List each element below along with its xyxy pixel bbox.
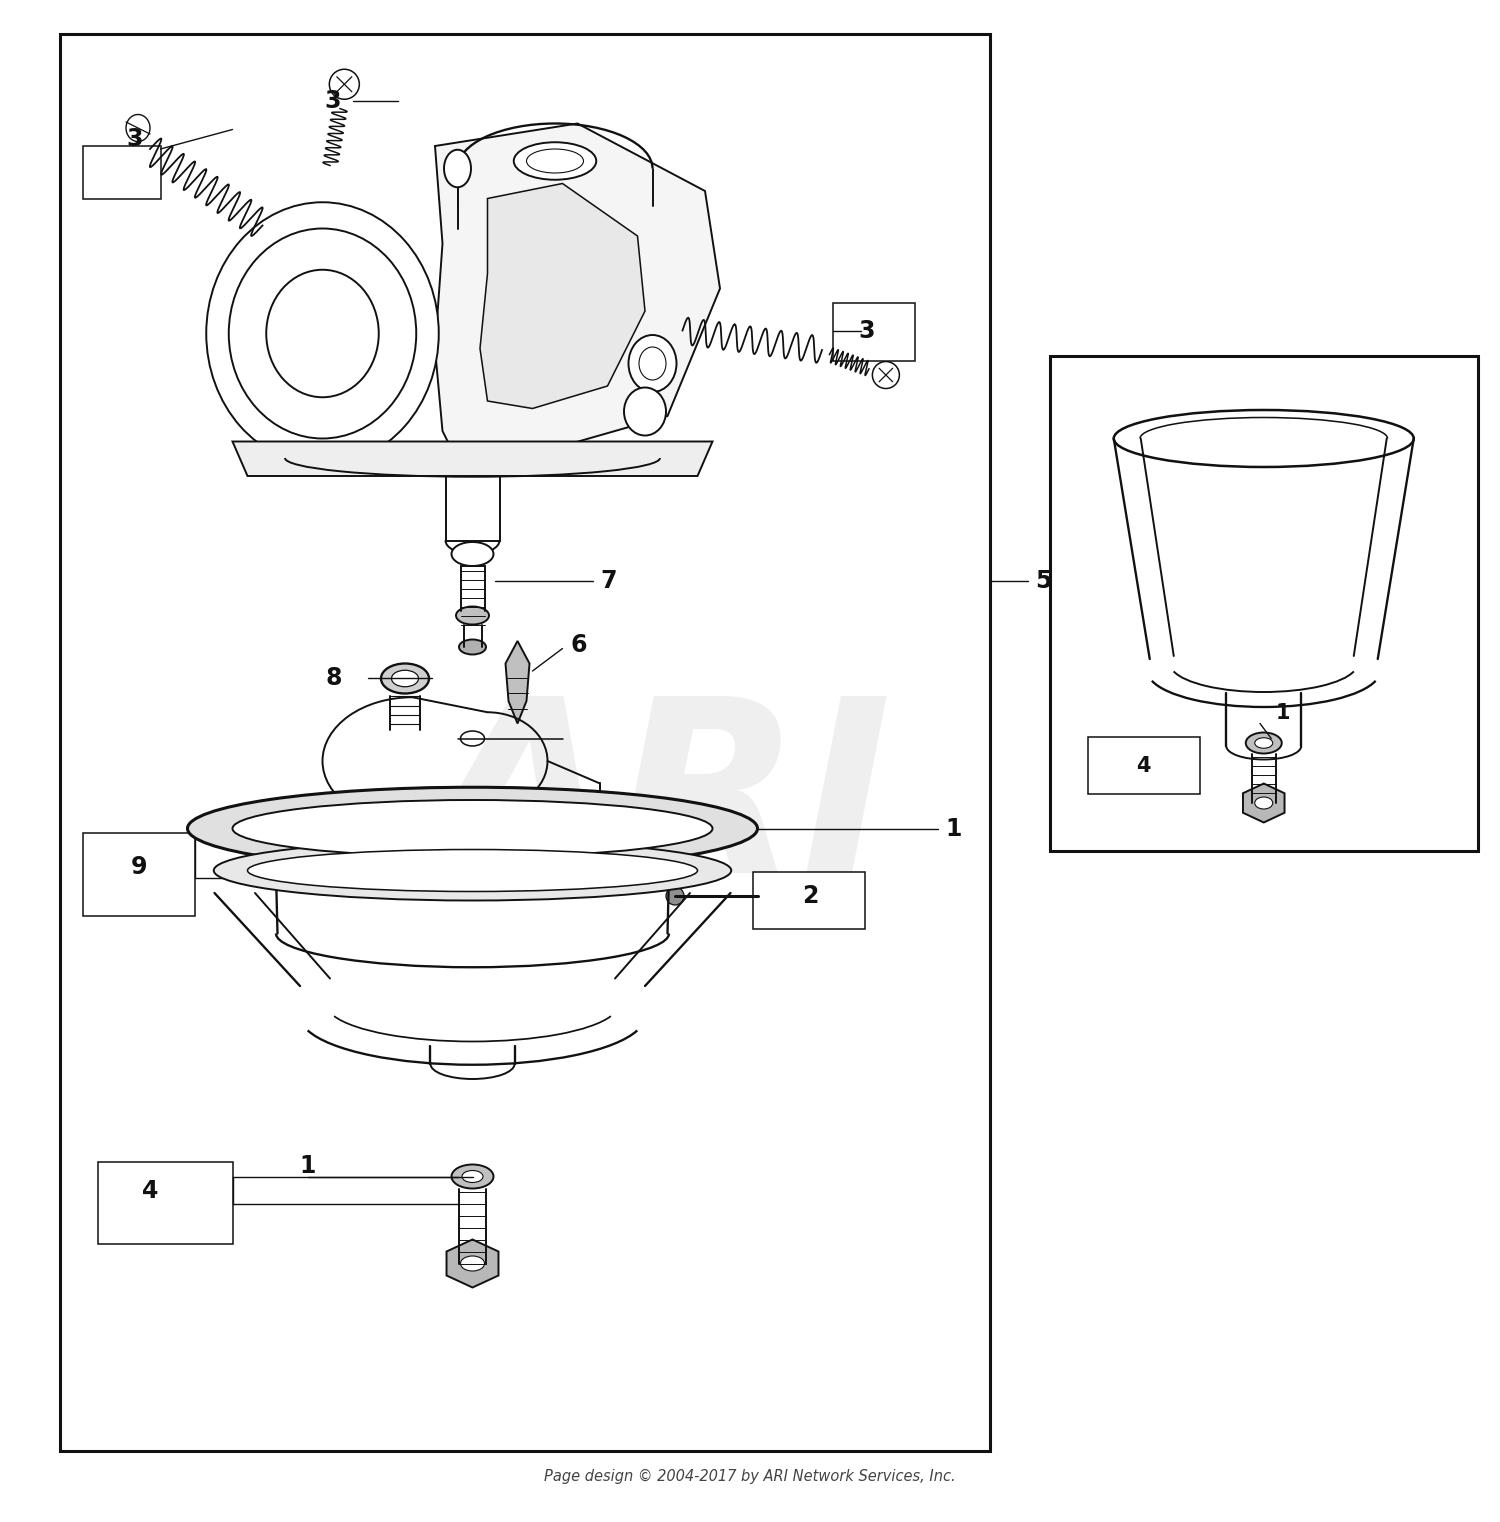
Ellipse shape [452, 1164, 494, 1189]
Ellipse shape [456, 606, 489, 624]
Ellipse shape [452, 542, 494, 566]
Ellipse shape [188, 787, 758, 869]
Ellipse shape [1254, 798, 1272, 810]
Bar [82, 833, 195, 916]
Bar [1088, 737, 1200, 794]
Polygon shape [232, 441, 712, 476]
Ellipse shape [526, 149, 584, 174]
Ellipse shape [460, 1256, 484, 1271]
Ellipse shape [381, 664, 429, 694]
Polygon shape [447, 1239, 498, 1288]
Ellipse shape [460, 731, 484, 746]
Polygon shape [435, 123, 720, 461]
Ellipse shape [666, 887, 684, 906]
Ellipse shape [639, 347, 666, 380]
Text: 5: 5 [1035, 569, 1052, 594]
Ellipse shape [392, 670, 418, 686]
Polygon shape [506, 641, 530, 723]
Ellipse shape [267, 269, 378, 397]
Ellipse shape [1245, 732, 1281, 753]
Ellipse shape [330, 70, 360, 99]
Bar [60, 33, 990, 1450]
Ellipse shape [513, 142, 596, 180]
Bar [98, 1161, 232, 1243]
Text: 6: 6 [570, 633, 586, 658]
Ellipse shape [873, 362, 900, 388]
Bar [833, 303, 915, 361]
Ellipse shape [248, 849, 698, 892]
Text: 8: 8 [326, 667, 342, 691]
Text: Page design © 2004-2017 by ARI Network Services, Inc.: Page design © 2004-2017 by ARI Network S… [544, 1469, 956, 1484]
Text: 4: 4 [1136, 755, 1150, 776]
Bar [1050, 356, 1478, 851]
Ellipse shape [628, 335, 676, 393]
Text: 1: 1 [300, 1154, 315, 1178]
Ellipse shape [213, 840, 732, 901]
Text: 9: 9 [132, 855, 147, 880]
Ellipse shape [126, 114, 150, 142]
Text: 1: 1 [945, 816, 962, 840]
Text: 4: 4 [142, 1180, 158, 1204]
Text: 3: 3 [126, 126, 144, 151]
Bar [753, 872, 865, 928]
Ellipse shape [444, 149, 471, 187]
Bar [82, 146, 160, 198]
Text: 1: 1 [1275, 703, 1290, 723]
Polygon shape [480, 184, 645, 408]
Text: 2: 2 [802, 884, 818, 909]
Ellipse shape [459, 639, 486, 654]
Ellipse shape [206, 202, 438, 464]
Polygon shape [1244, 784, 1284, 822]
Ellipse shape [1254, 738, 1272, 749]
Text: 3: 3 [858, 318, 874, 342]
Ellipse shape [232, 801, 712, 857]
Ellipse shape [1113, 409, 1413, 467]
Text: 3: 3 [324, 88, 340, 113]
Ellipse shape [228, 228, 416, 438]
Text: 7: 7 [600, 569, 616, 594]
Text: ARI: ARI [427, 688, 892, 924]
Ellipse shape [273, 787, 672, 840]
Ellipse shape [462, 1170, 483, 1183]
Ellipse shape [624, 388, 666, 435]
